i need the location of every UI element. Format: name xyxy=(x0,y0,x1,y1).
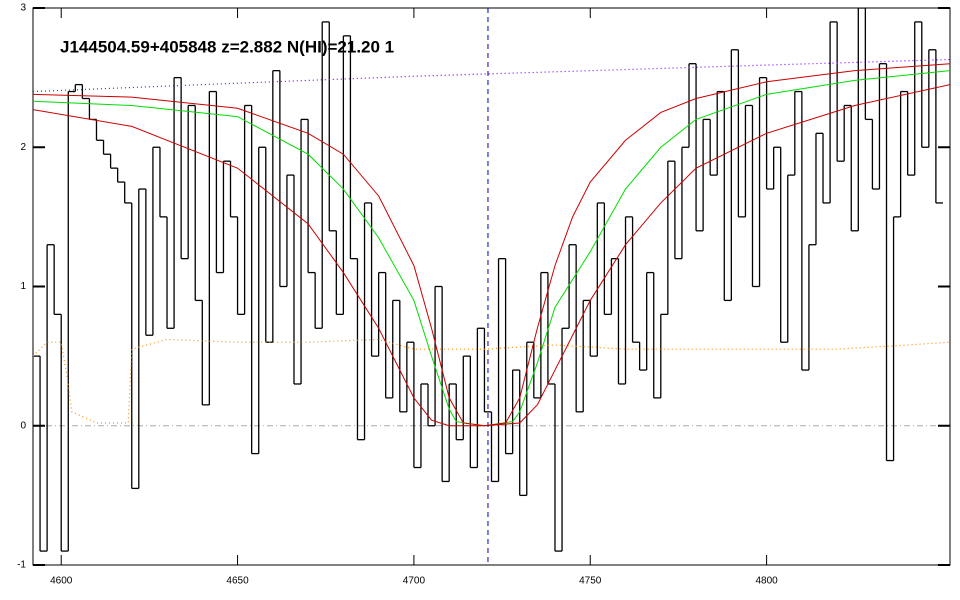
series-line xyxy=(33,338,950,424)
series-line xyxy=(33,63,950,427)
y-tick-label: 3 xyxy=(20,3,26,14)
y-tick-label: 2 xyxy=(20,142,26,153)
series-line xyxy=(33,58,950,93)
x-tick-label: 4800 xyxy=(755,576,778,587)
x-tick-label: 4700 xyxy=(403,576,426,587)
y-tick-label: 1 xyxy=(20,281,26,292)
x-tick-label: 4750 xyxy=(579,576,602,587)
flux-step-connector xyxy=(39,8,937,552)
y-tick-label: 0 xyxy=(20,420,26,431)
series-line xyxy=(33,70,950,427)
series-line xyxy=(33,84,950,427)
axes: -1 0 1 2 3 4600 4650 4700 4750 4800 xyxy=(17,3,950,587)
x-tick-label: 4650 xyxy=(226,576,249,587)
x-tick-label: 4600 xyxy=(50,576,73,587)
plot-area xyxy=(33,8,950,565)
y-tick-label: -1 xyxy=(17,560,26,571)
chart-title: J144504.59+405848 z=2.882 N(HI)=21.20 1 xyxy=(60,37,394,56)
